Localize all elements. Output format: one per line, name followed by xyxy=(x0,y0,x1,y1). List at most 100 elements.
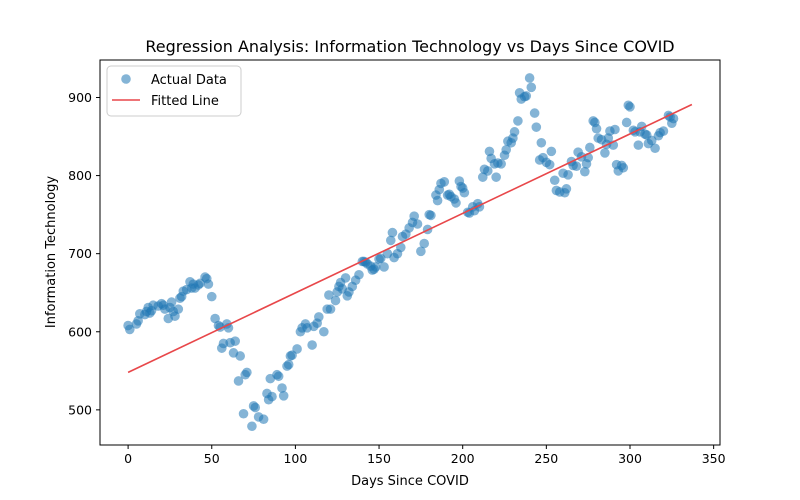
data-point xyxy=(387,227,398,238)
data-point xyxy=(625,102,635,112)
data-point xyxy=(531,122,542,132)
y-tick-label: 800 xyxy=(68,168,92,183)
data-point xyxy=(509,127,520,137)
data-point xyxy=(658,126,669,136)
data-point xyxy=(307,340,317,350)
legend-box xyxy=(106,65,242,117)
data-point xyxy=(314,312,324,322)
data-point xyxy=(521,91,532,101)
legend: Actual Data Fitted Line xyxy=(106,65,242,117)
data-point xyxy=(633,140,644,150)
data-point xyxy=(385,235,396,246)
data-point xyxy=(646,135,657,146)
x-tick-label: 150 xyxy=(367,451,391,466)
data-point xyxy=(563,170,573,180)
data-point xyxy=(250,402,261,413)
data-point xyxy=(166,297,177,307)
data-point xyxy=(459,187,470,198)
data-point xyxy=(267,391,277,402)
x-tick-label: 300 xyxy=(618,451,642,466)
data-point xyxy=(247,421,257,432)
x-tick-label: 100 xyxy=(283,451,307,466)
data-point xyxy=(283,359,294,370)
data-point xyxy=(600,148,610,158)
data-point xyxy=(618,162,629,173)
data-point xyxy=(524,73,535,83)
y-tick-label: 500 xyxy=(68,402,92,417)
legend-scatter-marker xyxy=(121,74,131,84)
data-point xyxy=(340,273,351,283)
data-point xyxy=(439,177,450,187)
data-point xyxy=(206,291,217,302)
data-point xyxy=(432,195,443,206)
data-point xyxy=(203,279,214,289)
legend-label-actual: Actual Data xyxy=(151,73,227,88)
x-axis-ticks: 0 50 100 150 200 250 300 350 xyxy=(124,445,726,466)
y-tick-label: 700 xyxy=(68,246,92,261)
data-point xyxy=(124,324,135,335)
data-point xyxy=(292,344,302,354)
data-point xyxy=(233,376,244,386)
x-tick-label: 250 xyxy=(534,451,558,466)
data-point xyxy=(277,383,287,393)
data-point xyxy=(173,304,184,314)
x-tick-label: 350 xyxy=(702,451,726,466)
x-tick-label: 50 xyxy=(204,451,220,466)
data-point xyxy=(258,414,269,425)
data-point xyxy=(242,367,252,378)
data-point xyxy=(580,166,590,177)
data-point xyxy=(426,210,436,221)
data-point xyxy=(379,262,389,272)
data-point xyxy=(370,262,381,272)
x-tick-label: 0 xyxy=(124,451,132,466)
data-point xyxy=(482,166,493,176)
data-point xyxy=(325,304,336,314)
data-point xyxy=(416,246,426,257)
data-point xyxy=(235,351,245,361)
data-point xyxy=(409,211,419,221)
legend-label-fitted: Fitted Line xyxy=(151,94,219,109)
data-point xyxy=(668,113,679,124)
data-point xyxy=(419,238,430,249)
data-point xyxy=(610,124,620,135)
data-point xyxy=(501,145,512,155)
data-point xyxy=(585,142,595,153)
data-point xyxy=(375,253,386,264)
data-point xyxy=(451,198,461,208)
data-point xyxy=(273,371,284,382)
data-point xyxy=(513,116,523,126)
data-point xyxy=(412,219,423,229)
chart-title: Regression Analysis: Information Technol… xyxy=(145,37,674,56)
data-point xyxy=(536,137,547,148)
data-point xyxy=(319,326,329,337)
x-tick-label: 200 xyxy=(451,451,475,466)
data-point xyxy=(650,143,660,154)
data-point xyxy=(354,269,364,280)
data-point xyxy=(529,108,540,118)
data-point xyxy=(549,175,560,186)
data-point xyxy=(571,161,582,172)
data-point xyxy=(526,82,537,93)
data-point xyxy=(544,159,555,170)
x-axis-label: Days Since COVID xyxy=(351,474,469,489)
data-point xyxy=(591,123,602,134)
data-point xyxy=(621,117,632,128)
data-point xyxy=(238,408,249,419)
y-axis-label: Information Technology xyxy=(44,176,59,329)
data-point xyxy=(561,184,572,194)
data-point xyxy=(278,391,289,401)
data-point xyxy=(230,336,240,346)
y-tick-label: 600 xyxy=(68,324,92,339)
data-point xyxy=(491,172,501,182)
plot-frame xyxy=(99,59,721,446)
data-point xyxy=(546,146,557,157)
data-point xyxy=(396,242,406,253)
y-tick-label: 900 xyxy=(68,90,92,105)
fitted-line xyxy=(127,103,693,374)
data-point xyxy=(324,290,334,300)
plot-area xyxy=(123,73,693,432)
data-point xyxy=(330,295,341,306)
y-axis-ticks: 500 600 700 800 900 xyxy=(68,90,100,417)
data-point xyxy=(496,159,506,169)
